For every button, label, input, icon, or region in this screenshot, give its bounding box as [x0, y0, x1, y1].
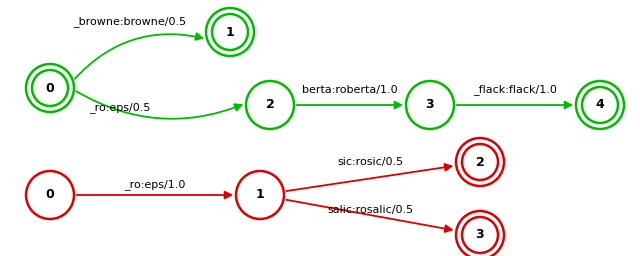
Text: 0: 0 — [45, 188, 54, 201]
Text: 1: 1 — [226, 26, 234, 38]
Text: 0: 0 — [45, 81, 54, 94]
Text: 2: 2 — [266, 99, 275, 112]
Text: salic:rosalic/0.5: salic:rosalic/0.5 — [327, 205, 413, 215]
Text: _browne:browne/0.5: _browne:browne/0.5 — [74, 17, 187, 27]
Text: 2: 2 — [476, 155, 484, 168]
Text: 3: 3 — [476, 229, 484, 241]
Text: 1: 1 — [255, 188, 264, 201]
Text: _flack:flack/1.0: _flack:flack/1.0 — [473, 84, 557, 95]
Text: sic:rosic/0.5: sic:rosic/0.5 — [337, 157, 403, 167]
Text: berta:roberta/1.0: berta:roberta/1.0 — [302, 85, 398, 95]
Text: _ro:eps/0.5: _ro:eps/0.5 — [90, 103, 150, 113]
Text: _ro:eps/1.0: _ro:eps/1.0 — [124, 179, 186, 190]
Text: 3: 3 — [426, 99, 435, 112]
Text: 4: 4 — [596, 99, 604, 112]
